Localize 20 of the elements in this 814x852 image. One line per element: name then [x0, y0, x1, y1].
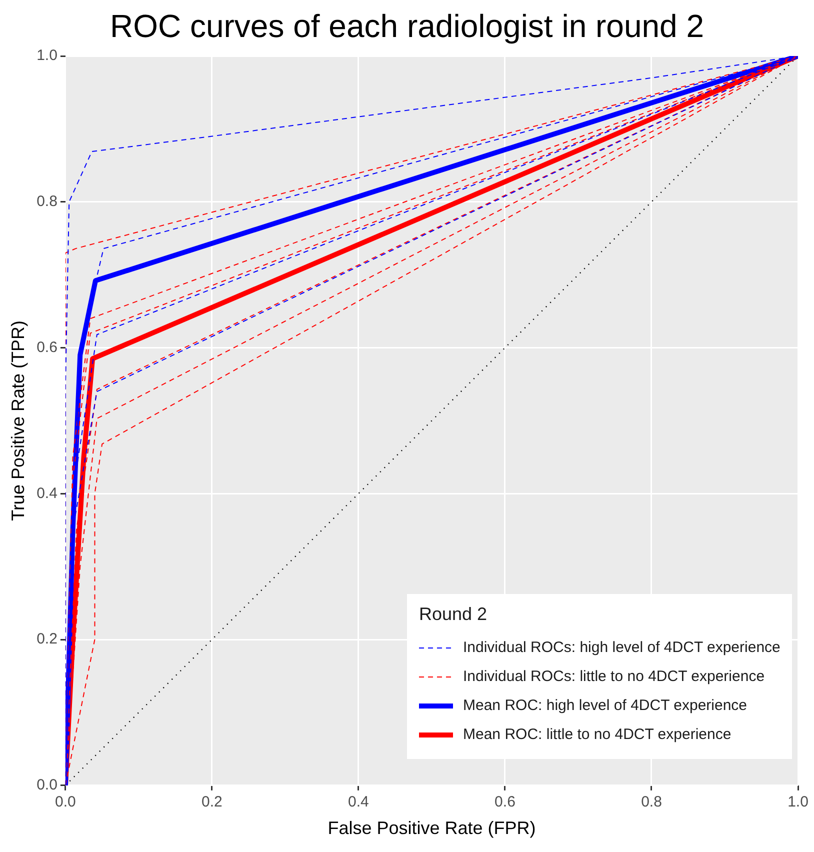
x-tick-label: 0.2: [202, 794, 222, 811]
y-tick-label: 1.0: [36, 47, 58, 64]
x-tick-label: 0.4: [348, 794, 369, 811]
legend-label: Individual ROCs: little to no 4DCT experience: [463, 668, 765, 686]
x-tick-label: 1.0: [788, 794, 808, 811]
legend-label: Mean ROC: little to no 4DCT experience: [463, 726, 732, 744]
legend-label: Mean ROC: high level of 4DCT experience: [463, 697, 748, 714]
y-tick-label: 0.0: [36, 776, 58, 794]
chart-title: ROC curves of each radiologist in round 2: [108, 8, 706, 45]
y-axis-title: True Positive Rate (TPR): [8, 320, 28, 521]
legend-label: Individual ROCs: high level of 4DCT experience: [463, 639, 780, 656]
y-tick-label: 0.2: [36, 630, 58, 648]
x-tick-label: 0.0: [55, 794, 76, 811]
x-tick-label: 0.6: [494, 794, 516, 811]
legend-title: Round 2: [419, 604, 488, 626]
y-tick-label: 0.6: [36, 338, 58, 356]
x-tick-label: 0.8: [641, 794, 662, 811]
x-axis-title: False Positive Rate (FPR): [328, 818, 536, 838]
y-tick-label: 0.4: [36, 484, 58, 502]
y-tick-label: 0.8: [36, 193, 58, 210]
